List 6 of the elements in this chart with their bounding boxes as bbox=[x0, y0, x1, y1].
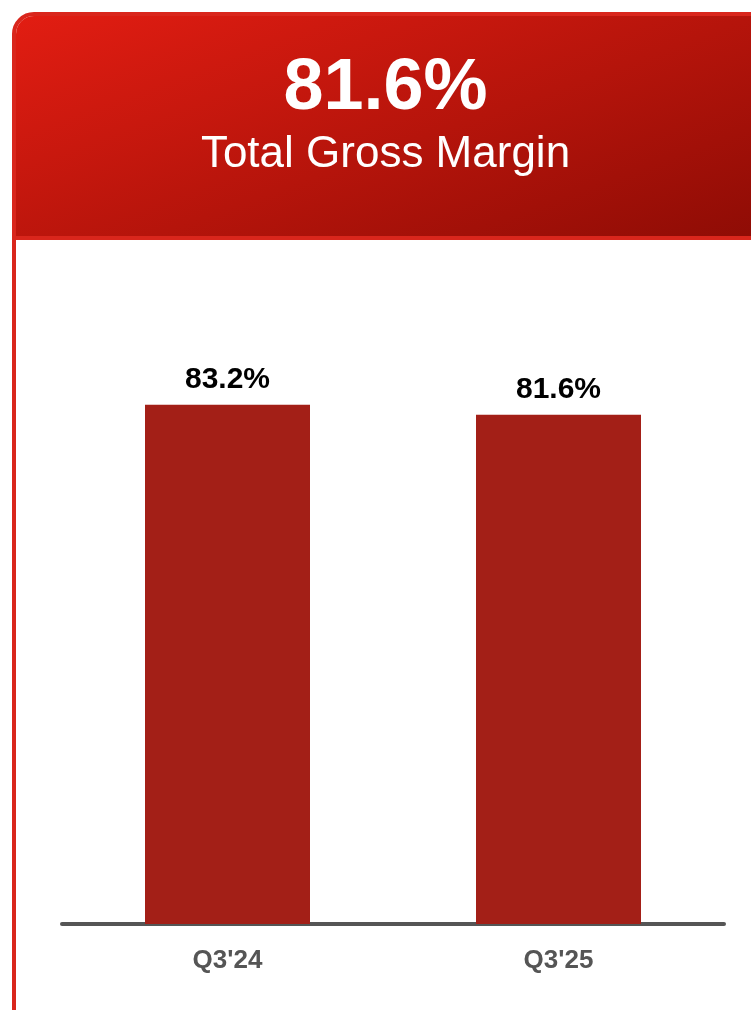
chart-title: 81.6% bbox=[282, 43, 489, 124]
chart-subtitle: Total Gross Margin bbox=[199, 126, 572, 178]
x-tick-label: Q3'24 bbox=[192, 944, 263, 974]
x-tick-label: Q3'25 bbox=[523, 944, 594, 974]
data-label: 81.6% bbox=[515, 371, 602, 405]
data-label: 83.2% bbox=[184, 361, 271, 395]
